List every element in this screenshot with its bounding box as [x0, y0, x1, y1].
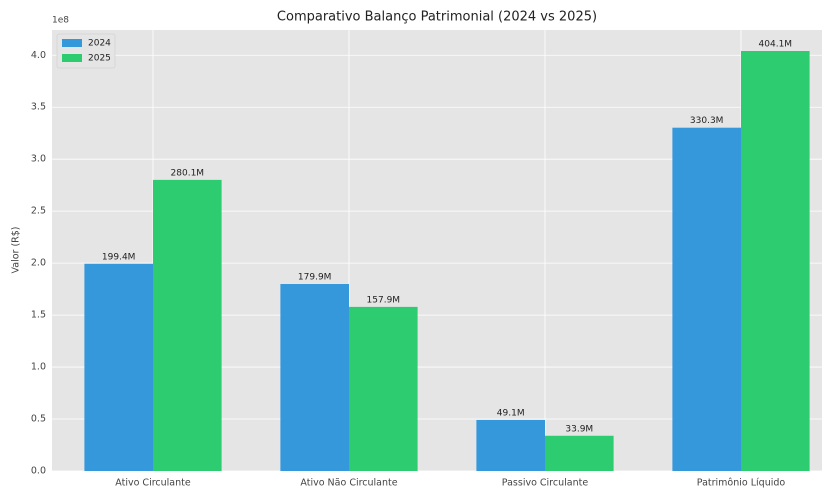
y-tick-label: 1.0	[31, 362, 46, 373]
data-label: 404.1M	[759, 39, 793, 49]
chart-title: Comparativo Balanço Patrimonial (2024 vs…	[277, 10, 597, 25]
bar	[741, 50, 810, 471]
y-tick-label: 3.0	[31, 154, 46, 165]
y-tick-label: 0.5	[31, 414, 46, 425]
data-label: 33.9M	[565, 424, 593, 434]
x-tick-label: Patrimônio Líquido	[697, 478, 786, 488]
bar	[545, 435, 614, 471]
legend-label: 2025	[88, 54, 111, 64]
y-tick-label: 2.5	[31, 206, 46, 217]
data-label: 330.3M	[690, 116, 724, 126]
y-tick-label: 3.5	[31, 102, 46, 113]
bar	[476, 419, 545, 471]
y-tick-label: 0.0	[31, 466, 46, 477]
legend-swatch	[62, 54, 82, 62]
bar	[84, 263, 153, 471]
bar	[280, 284, 349, 471]
bar	[153, 179, 222, 472]
x-tick-label: Ativo Circulante	[115, 478, 191, 488]
x-tick-label: Passivo Circulante	[502, 478, 589, 488]
data-label: 280.1M	[171, 168, 205, 178]
data-label: 199.4M	[102, 252, 136, 262]
legend-swatch	[62, 39, 82, 47]
legend-label: 2024	[88, 39, 111, 49]
y-tick-label: 1.5	[31, 310, 46, 321]
y-axis-label: Valor (R$)	[11, 226, 22, 273]
bar	[672, 127, 741, 471]
data-label: 49.1M	[497, 408, 525, 418]
x-tick-label: Ativo Não Circulante	[300, 478, 397, 488]
data-label: 179.9M	[298, 273, 332, 283]
bar	[349, 306, 418, 471]
y-tick-label: 4.0	[31, 50, 46, 61]
data-label: 157.9M	[367, 295, 401, 305]
y-offset-label: 1e8	[52, 16, 69, 26]
y-tick-label: 2.0	[31, 258, 46, 269]
